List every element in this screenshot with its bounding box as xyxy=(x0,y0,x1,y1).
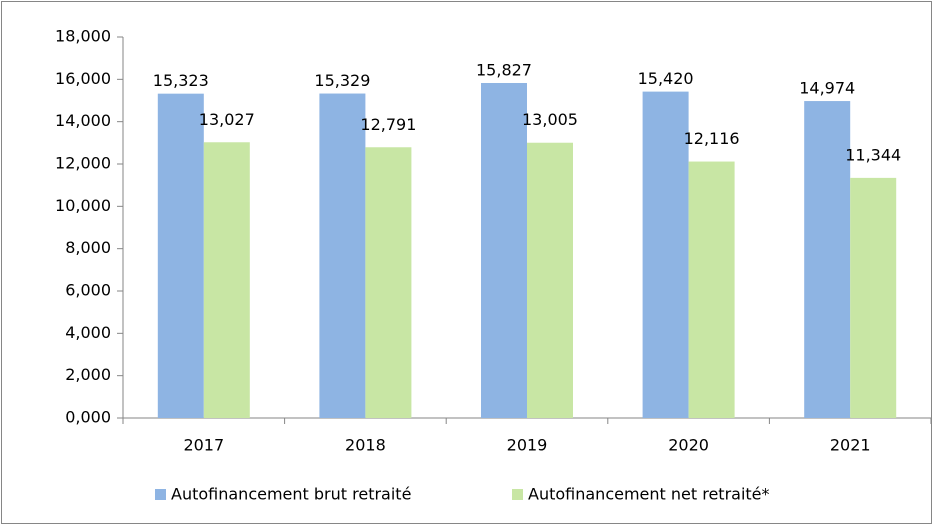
value-label: 14,974 xyxy=(799,79,855,98)
y-tick-label: 18,000 xyxy=(55,27,111,46)
y-tick-label: 14,000 xyxy=(55,111,111,130)
value-label: 13,027 xyxy=(199,110,255,129)
bar xyxy=(688,161,735,418)
legend-label: Autofinancement brut retraité xyxy=(171,485,411,504)
value-label: 12,791 xyxy=(360,115,416,134)
y-tick-label: 10,000 xyxy=(55,196,111,215)
y-tick-label: 0,000 xyxy=(65,408,111,427)
bar xyxy=(804,101,851,419)
value-label: 15,420 xyxy=(638,69,694,88)
y-tick-label: 8,000 xyxy=(65,238,111,257)
bar xyxy=(319,93,366,418)
x-tick-label: 2017 xyxy=(183,436,224,455)
value-label: 15,827 xyxy=(476,60,532,79)
y-tick-label: 6,000 xyxy=(65,281,111,300)
value-label: 12,116 xyxy=(684,129,740,148)
bar xyxy=(850,177,897,418)
bar xyxy=(365,147,412,418)
bar xyxy=(642,91,689,419)
value-label: 13,005 xyxy=(522,110,578,129)
value-label: 15,323 xyxy=(153,71,209,90)
legend-label: Autofinancement net retraité* xyxy=(528,485,770,504)
bar xyxy=(481,82,527,418)
legend-swatch xyxy=(512,489,523,500)
value-label: 15,329 xyxy=(314,71,370,90)
x-tick-label: 2020 xyxy=(668,436,709,455)
x-tick-label: 2021 xyxy=(830,436,871,455)
y-tick-label: 2,000 xyxy=(65,365,111,384)
x-tick-label: 2019 xyxy=(507,436,548,455)
x-tick-label: 2018 xyxy=(345,436,386,455)
y-tick-label: 4,000 xyxy=(65,323,111,342)
y-tick-label: 12,000 xyxy=(55,154,111,173)
legend-swatch xyxy=(155,489,166,500)
y-tick-label: 16,000 xyxy=(55,69,111,88)
bar xyxy=(527,142,573,419)
bar xyxy=(157,93,204,418)
bar xyxy=(203,142,250,418)
value-label: 11,344 xyxy=(845,145,901,164)
